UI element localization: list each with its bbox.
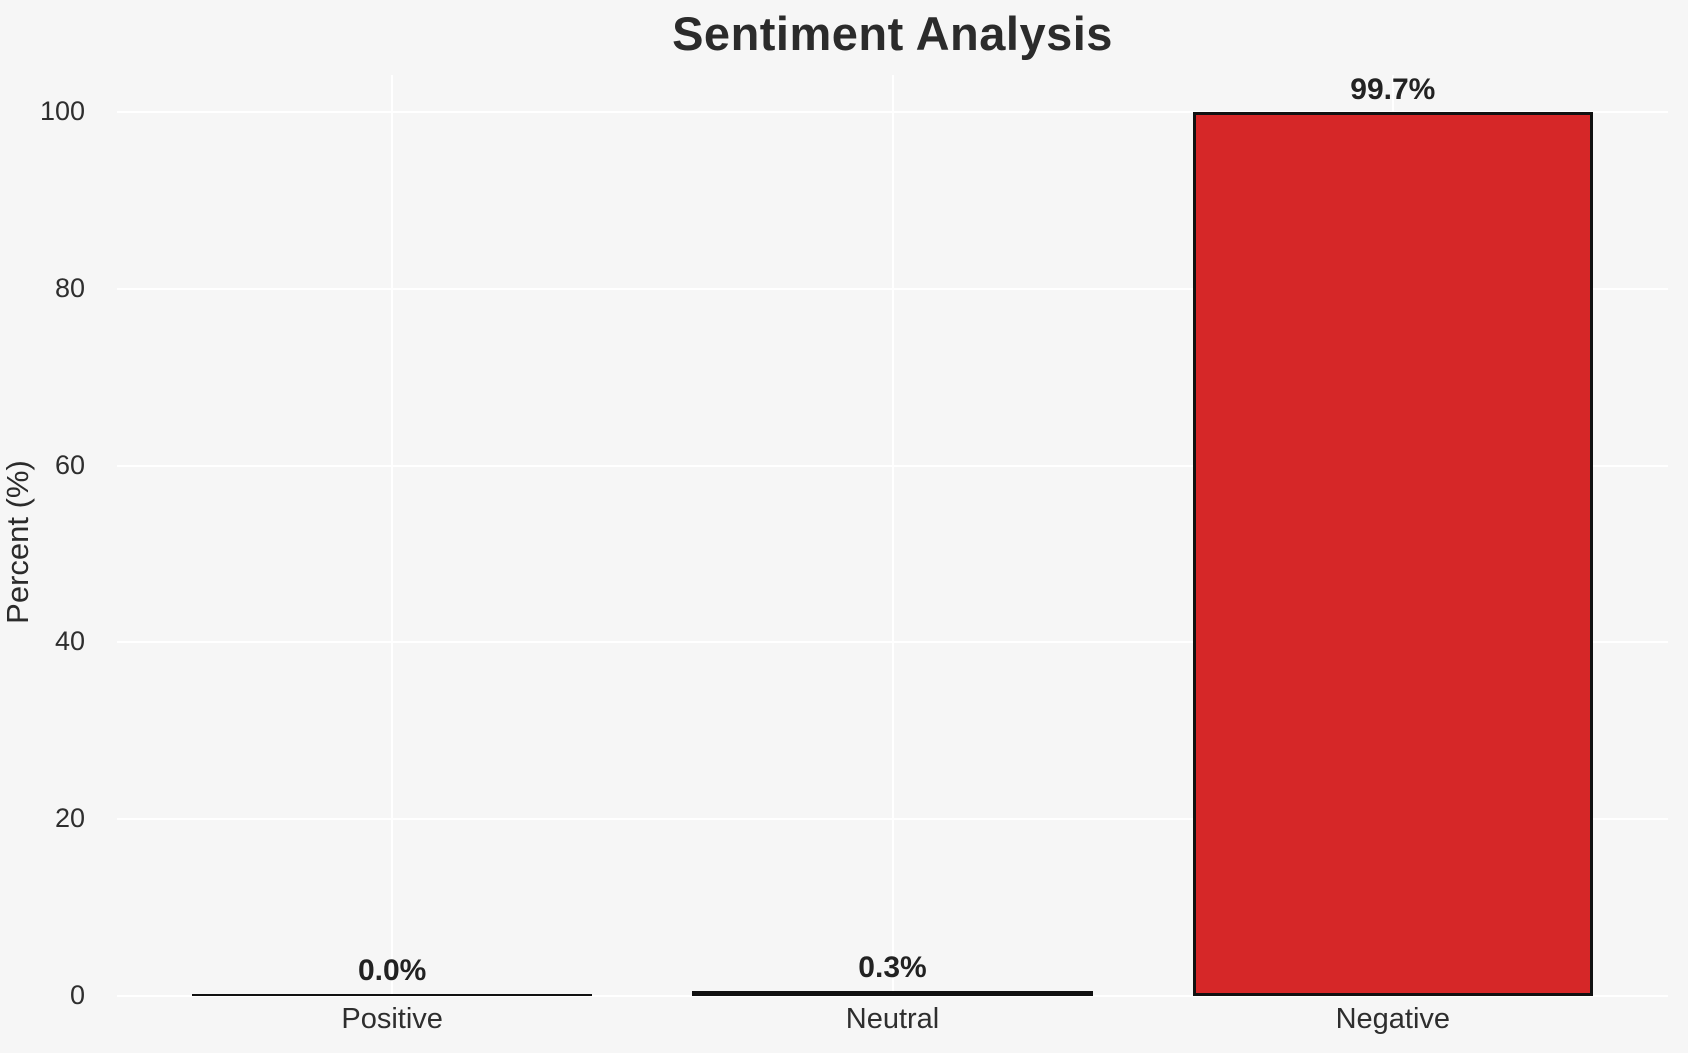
plot-area: 0 20 40 60 80 100 0.0% Positive 0.3% Neutral 99.7%…	[40, 72, 1668, 1035]
bar-value-label-neutral: 0.3%	[858, 951, 927, 985]
bar-negative	[1192, 111, 1593, 996]
bar-value-label-negative: 99.7%	[1350, 72, 1436, 106]
gridline-v-positive	[391, 75, 394, 996]
y-tick-label-0: 0	[69, 980, 85, 1010]
y-tick-label-80: 80	[54, 272, 85, 303]
x-tick-label-positive: Positive	[341, 1003, 443, 1035]
x-tick-label-neutral: Neutral	[845, 1003, 940, 1035]
y-tick-label-20: 20	[54, 803, 85, 834]
bar-positive	[192, 993, 593, 996]
chart-title: Sentiment Analysis	[672, 7, 1113, 60]
x-tick-label-negative: Negative	[1335, 1003, 1451, 1035]
y-tick-label-60: 60	[54, 449, 85, 480]
bar-neutral	[692, 990, 1093, 996]
gridline-v-neutral	[891, 75, 894, 996]
y-tick-label-40: 40	[54, 626, 85, 657]
y-tick-label-100: 100	[39, 96, 85, 127]
bar-value-label-positive: 0.0%	[357, 954, 427, 987]
gridline-h-0	[117, 995, 1668, 997]
